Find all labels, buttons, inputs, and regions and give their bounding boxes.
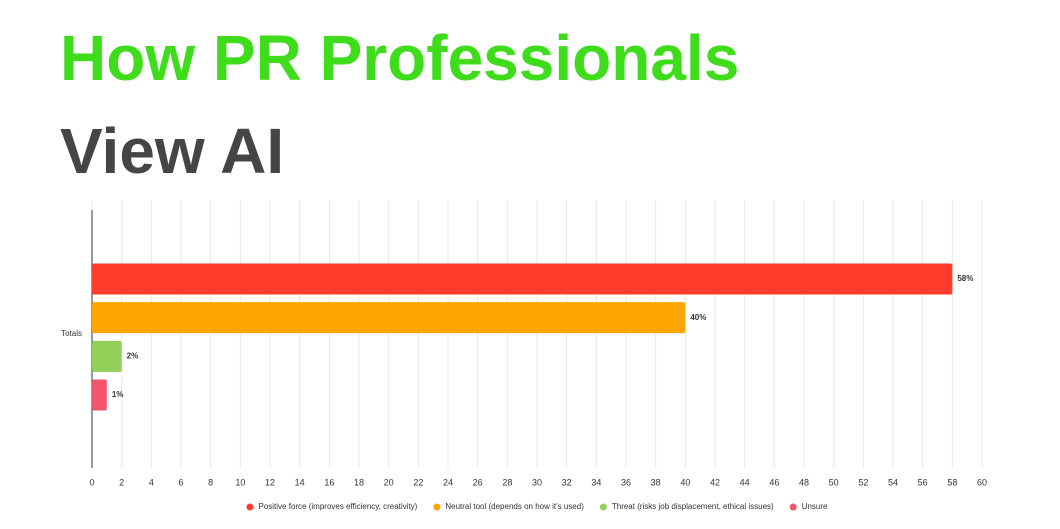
x-tick-label: 54 xyxy=(888,477,898,487)
x-tick-label: 30 xyxy=(532,477,542,487)
bar xyxy=(92,340,122,372)
x-tick-label: 24 xyxy=(443,477,453,487)
legend-label: Neutral tool (depends on how it's used) xyxy=(445,502,584,511)
x-tick-label: 56 xyxy=(918,477,928,487)
y-tick-label: Totals xyxy=(61,329,82,338)
x-tick-label: 12 xyxy=(265,477,275,487)
x-tick-label: 2 xyxy=(119,477,124,487)
legend-marker xyxy=(433,503,441,511)
x-tick-label: 34 xyxy=(591,477,601,487)
x-tick-label: 28 xyxy=(502,477,512,487)
chart-title: How PR Professionals xyxy=(60,22,739,94)
value-label: 58% xyxy=(957,274,973,283)
x-tick-label: 46 xyxy=(769,477,779,487)
x-tick-label: 18 xyxy=(354,477,364,487)
bar xyxy=(92,379,107,411)
chart-title: View AI xyxy=(60,115,284,187)
legend-marker xyxy=(789,503,797,511)
bar xyxy=(92,302,686,334)
x-tick-label: 58 xyxy=(947,477,957,487)
x-tick-label: 14 xyxy=(295,477,305,487)
x-tick-label: 50 xyxy=(829,477,839,487)
x-tick-label: 8 xyxy=(208,477,213,487)
value-label: 1% xyxy=(112,390,124,399)
x-tick-label: 16 xyxy=(324,477,334,487)
x-tick-label: 6 xyxy=(178,477,183,487)
x-tick-label: 52 xyxy=(858,477,868,487)
x-tick-label: 26 xyxy=(473,477,483,487)
x-tick-label: 22 xyxy=(413,477,423,487)
legend-label: Unsure xyxy=(802,502,828,511)
x-tick-label: 0 xyxy=(89,477,94,487)
bar xyxy=(92,263,953,295)
x-tick-label: 32 xyxy=(562,477,572,487)
x-tick-label: 20 xyxy=(384,477,394,487)
value-label: 2% xyxy=(127,351,139,360)
legend-marker xyxy=(246,503,254,511)
x-tick-label: 44 xyxy=(740,477,750,487)
x-tick-label: 40 xyxy=(680,477,690,487)
x-tick-label: 48 xyxy=(799,477,809,487)
x-tick-label: 4 xyxy=(149,477,154,487)
x-tick-label: 10 xyxy=(235,477,245,487)
x-tick-label: 60 xyxy=(977,477,987,487)
legend-label: Threat (risks job displacement, ethical … xyxy=(612,502,774,511)
x-tick-label: 38 xyxy=(651,477,661,487)
legend-label: Positive force (improves efficiency, cre… xyxy=(258,502,417,511)
value-label: 40% xyxy=(690,313,706,322)
x-tick-label: 36 xyxy=(621,477,631,487)
x-tick-label: 42 xyxy=(710,477,720,487)
legend-marker xyxy=(599,503,607,511)
